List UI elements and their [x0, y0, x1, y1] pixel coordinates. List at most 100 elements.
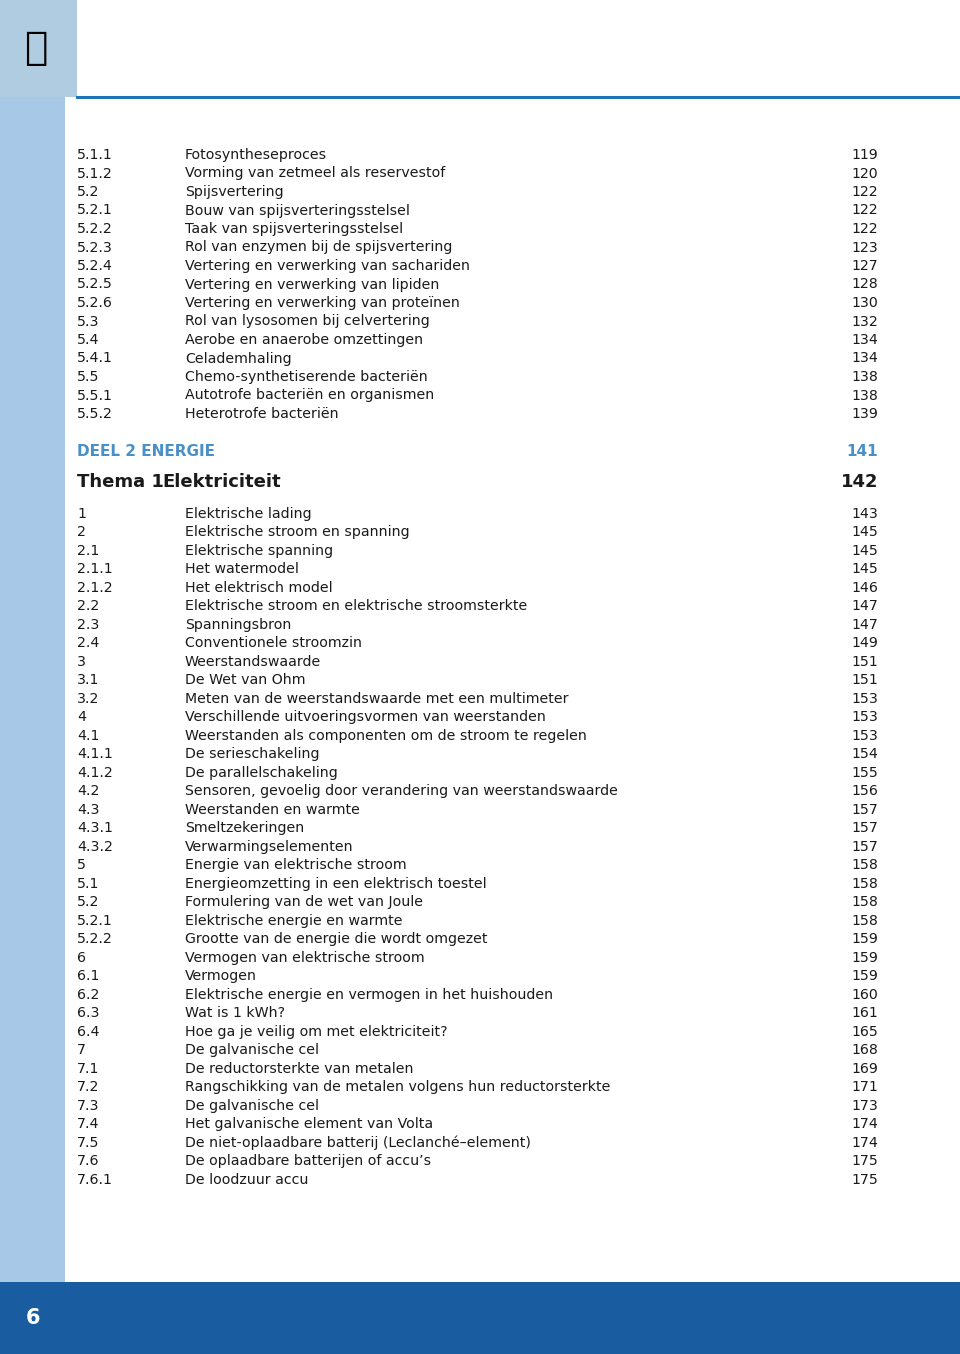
Text: 5.2.4: 5.2.4 — [77, 259, 113, 274]
Text: 2.1.1: 2.1.1 — [77, 562, 112, 575]
Text: 7.4: 7.4 — [77, 1117, 100, 1131]
Text: 174: 174 — [852, 1136, 878, 1150]
Text: 165: 165 — [852, 1025, 878, 1039]
Text: 142: 142 — [841, 474, 878, 492]
Text: 7.3: 7.3 — [77, 1098, 100, 1113]
Text: 158: 158 — [852, 858, 878, 872]
Text: Formulering van de wet van Joule: Formulering van de wet van Joule — [185, 895, 423, 909]
Text: Energieomzetting in een elektrisch toestel: Energieomzetting in een elektrisch toest… — [185, 876, 487, 891]
Text: 2.4: 2.4 — [77, 636, 100, 650]
Text: 🐦: 🐦 — [24, 28, 48, 66]
Text: De niet-oplaadbare batterij (Leclanché–element): De niet-oplaadbare batterij (Leclanché–e… — [185, 1136, 531, 1150]
Text: Grootte van de energie die wordt omgezet: Grootte van de energie die wordt omgezet — [185, 932, 488, 946]
Text: 5.4.1: 5.4.1 — [77, 352, 113, 366]
Text: Spanningsbron: Spanningsbron — [185, 617, 292, 631]
Bar — [0, 0, 77, 97]
Text: 153: 153 — [852, 709, 878, 724]
Text: 158: 158 — [852, 876, 878, 891]
Text: 5.4: 5.4 — [77, 333, 100, 347]
Text: De serieschakeling: De serieschakeling — [185, 747, 320, 761]
Text: 1: 1 — [77, 506, 85, 520]
Text: 158: 158 — [852, 895, 878, 909]
Text: Energie van elektrische stroom: Energie van elektrische stroom — [185, 858, 407, 872]
Text: 2.1: 2.1 — [77, 543, 99, 558]
Text: 175: 175 — [852, 1154, 878, 1169]
Text: Spijsvertering: Spijsvertering — [185, 185, 283, 199]
Text: Vertering en verwerking van sachariden: Vertering en verwerking van sachariden — [185, 259, 470, 274]
Text: 122: 122 — [852, 222, 878, 236]
Text: Rol van lysosomen bij celvertering: Rol van lysosomen bij celvertering — [185, 314, 430, 329]
Text: 143: 143 — [852, 506, 878, 520]
Text: 130: 130 — [852, 297, 878, 310]
Text: Elektrische energie en vermogen in het huishouden: Elektrische energie en vermogen in het h… — [185, 987, 553, 1002]
Text: 5.2: 5.2 — [77, 185, 100, 199]
Text: 3.1: 3.1 — [77, 673, 100, 686]
Text: Fotosyntheseproces: Fotosyntheseproces — [185, 148, 327, 162]
Text: Het watermodel: Het watermodel — [185, 562, 299, 575]
Text: 174: 174 — [852, 1117, 878, 1131]
Text: 160: 160 — [852, 987, 878, 1002]
Text: 4.3: 4.3 — [77, 803, 100, 816]
Text: 134: 134 — [852, 352, 878, 366]
Text: 122: 122 — [852, 203, 878, 218]
Text: 2.2: 2.2 — [77, 598, 99, 613]
Text: Heterotrofe bacteriën: Heterotrofe bacteriën — [185, 408, 339, 421]
Text: Celademhaling: Celademhaling — [185, 352, 292, 366]
Text: 7.5: 7.5 — [77, 1136, 100, 1150]
Text: 4.3.1: 4.3.1 — [77, 821, 113, 835]
Text: Sensoren, gevoelig door verandering van weerstandswaarde: Sensoren, gevoelig door verandering van … — [185, 784, 618, 798]
Text: 3.2: 3.2 — [77, 692, 100, 705]
Text: 145: 145 — [852, 543, 878, 558]
Text: 128: 128 — [852, 278, 878, 291]
Text: Autotrofe bacteriën en organismen: Autotrofe bacteriën en organismen — [185, 389, 434, 402]
Text: Vermogen: Vermogen — [185, 969, 257, 983]
Text: Elektrische lading: Elektrische lading — [185, 506, 312, 520]
Text: 123: 123 — [852, 241, 878, 255]
Text: De loodzuur accu: De loodzuur accu — [185, 1173, 308, 1186]
Text: 147: 147 — [852, 617, 878, 631]
Text: 161: 161 — [852, 1006, 878, 1020]
Text: 5.5.1: 5.5.1 — [77, 389, 113, 402]
Text: 2: 2 — [77, 525, 85, 539]
Text: 138: 138 — [852, 370, 878, 385]
Text: 159: 159 — [852, 969, 878, 983]
Text: 157: 157 — [852, 803, 878, 816]
Text: Thema 1: Thema 1 — [77, 474, 164, 492]
Text: Weerstanden als componenten om de stroom te regelen: Weerstanden als componenten om de stroom… — [185, 728, 587, 742]
Text: 145: 145 — [852, 525, 878, 539]
Text: 6: 6 — [25, 1308, 40, 1328]
Text: 6: 6 — [77, 951, 86, 964]
Text: 5.2.1: 5.2.1 — [77, 203, 112, 218]
Text: 155: 155 — [852, 765, 878, 780]
Text: 119: 119 — [852, 148, 878, 162]
Text: 4.3.2: 4.3.2 — [77, 839, 113, 853]
Text: De parallelschakeling: De parallelschakeling — [185, 765, 338, 780]
Text: 175: 175 — [852, 1173, 878, 1186]
Text: 5.5: 5.5 — [77, 370, 100, 385]
Text: 141: 141 — [847, 444, 878, 459]
Text: 145: 145 — [852, 562, 878, 575]
Text: De Wet van Ohm: De Wet van Ohm — [185, 673, 305, 686]
Text: 5.1.1: 5.1.1 — [77, 148, 112, 162]
Text: 5.5.2: 5.5.2 — [77, 408, 113, 421]
Text: Rol van enzymen bij de spijsvertering: Rol van enzymen bij de spijsvertering — [185, 241, 452, 255]
Text: 4.2: 4.2 — [77, 784, 100, 798]
Text: Vertering en verwerking van proteïnen: Vertering en verwerking van proteïnen — [185, 297, 460, 310]
Text: 4: 4 — [77, 709, 86, 724]
Text: Wat is 1 kWh?: Wat is 1 kWh? — [185, 1006, 285, 1020]
Text: 159: 159 — [852, 932, 878, 946]
Text: 157: 157 — [852, 821, 878, 835]
Text: 158: 158 — [852, 914, 878, 927]
Text: Rangschikking van de metalen volgens hun reductorsterkte: Rangschikking van de metalen volgens hun… — [185, 1080, 611, 1094]
Text: Elektrische stroom en elektrische stroomsterkte: Elektrische stroom en elektrische stroom… — [185, 598, 527, 613]
Text: Chemo-synthetiserende bacteriën: Chemo-synthetiserende bacteriën — [185, 370, 428, 385]
Text: Het galvanische element van Volta: Het galvanische element van Volta — [185, 1117, 433, 1131]
Text: Weerstanden en warmte: Weerstanden en warmte — [185, 803, 360, 816]
Text: 132: 132 — [852, 314, 878, 329]
Text: 4.1.2: 4.1.2 — [77, 765, 112, 780]
Text: 2.3: 2.3 — [77, 617, 100, 631]
Text: Verwarmingselementen: Verwarmingselementen — [185, 839, 353, 853]
Text: 6.1: 6.1 — [77, 969, 100, 983]
Text: 5.3: 5.3 — [77, 314, 100, 329]
Text: Bouw van spijsverteringsstelsel: Bouw van spijsverteringsstelsel — [185, 203, 410, 218]
